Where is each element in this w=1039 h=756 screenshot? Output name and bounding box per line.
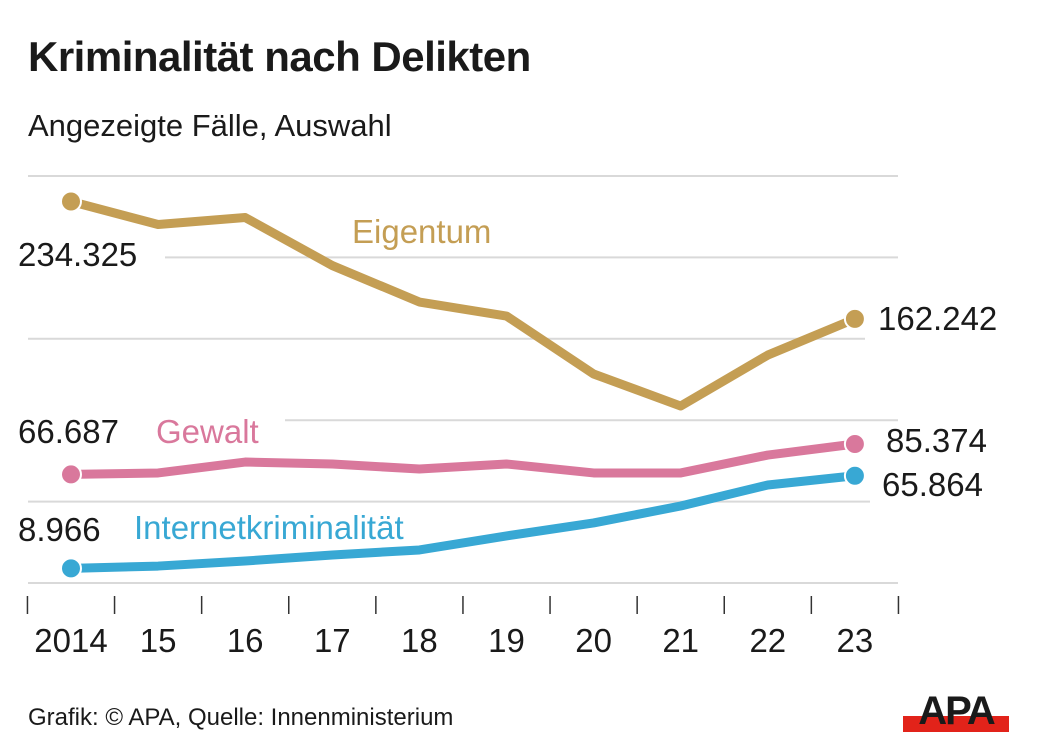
x-axis-labels: 2014 15 16 17 18 19 20 21 22 23 [34,622,873,659]
gridlines [28,175,898,584]
data-point-gewalt-start [60,463,82,486]
chart-title: Kriminalität nach Delikten [28,33,531,80]
value-label-eigentum-end: 162.242 [878,300,997,337]
x-tick-label: 21 [662,622,699,659]
x-tick-label: 17 [314,622,351,659]
apa-logo: APA [901,688,1011,734]
series-label-gewalt: Gewalt [156,413,259,450]
data-point-internetkriminalitt-start [60,557,82,580]
value-label-gewalt-end: 85.374 [886,422,987,459]
x-tick-label: 22 [749,622,786,659]
apa-logo-icon: APA [903,689,1009,733]
source-credit: Grafik: © APA, Quelle: Innenministerium [28,704,454,731]
data-labels: 234.325 162.242 Eigentum 66.687 85.374 Gewalt… [18,213,997,548]
data-point-internetkriminalitt-end [843,464,866,487]
value-label-internetkriminalitt-start: 8.966 [18,511,101,548]
data-point-eigentum-end [843,307,866,330]
x-tick-label: 23 [837,622,874,659]
series-label-eigentum: Eigentum [352,213,491,250]
x-tick-label: 15 [140,622,177,659]
series-line-eigentum [69,197,857,411]
chart-subtitle: Angezeigte Fälle, Auswahl [28,108,392,143]
series-label-internetkriminalitt: Internetkriminalität [134,509,404,546]
apa-logo-bar [903,716,1009,732]
data-point-gewalt-end [843,433,866,456]
series-line-gewalt [70,439,856,479]
x-tick-label: 20 [575,622,612,659]
x-tick-label: 18 [401,622,438,659]
series-lines [60,190,866,580]
series-line-internetkriminalitt [70,471,856,573]
data-point-eigentum-start [60,190,82,213]
value-label-gewalt-start: 66.687 [18,413,119,450]
x-tick-label: 2014 [34,622,107,659]
apa-logo-text: APA [918,689,995,733]
x-tick-label: 16 [227,622,264,659]
x-axis-ticks [26,596,900,614]
x-tick-label: 19 [488,622,525,659]
value-label-internetkriminalitt-end: 65.864 [882,466,983,503]
value-label-eigentum-start: 234.325 [18,236,137,273]
